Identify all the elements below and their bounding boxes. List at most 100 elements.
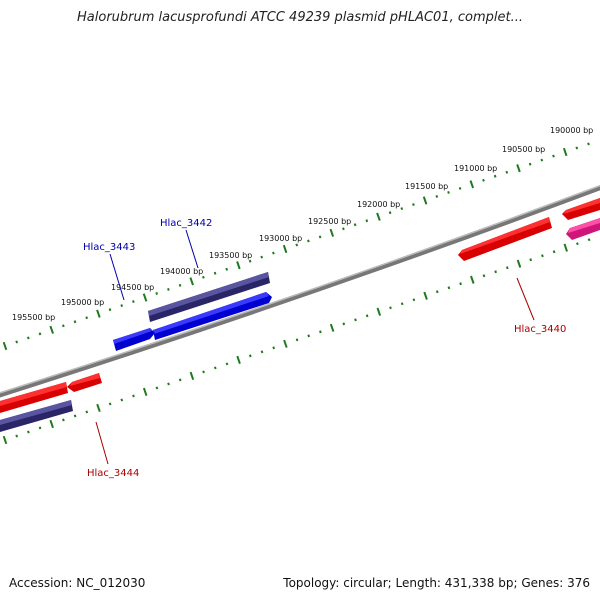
outer-tick-17 xyxy=(202,275,205,279)
inner-tick-17 xyxy=(202,370,205,374)
outer-tick-45 xyxy=(528,162,532,166)
inner-tick-10 xyxy=(120,398,124,402)
gene-hlac-3444-arrow[interactable] xyxy=(0,382,68,413)
outer-tick-11 xyxy=(132,300,135,304)
outer-tick-36 xyxy=(422,196,428,205)
inner-tick-2 xyxy=(27,430,30,434)
outer-tick-0 xyxy=(2,341,8,351)
outer-tick-19 xyxy=(225,267,229,271)
outer-tick-row xyxy=(2,142,590,351)
inner-tick-20 xyxy=(236,355,241,365)
outer-tick-1 xyxy=(15,340,19,344)
inner-tick-16 xyxy=(189,371,195,381)
gene-hlac-3442-arrow[interactable] xyxy=(148,272,270,322)
outer-tick-25 xyxy=(295,243,299,247)
inner-tick-3 xyxy=(38,426,42,430)
outer-tick-30 xyxy=(353,223,357,227)
inner-tick-30 xyxy=(354,318,357,322)
inner-tick-34 xyxy=(400,302,404,306)
outer-tick-24 xyxy=(282,244,288,254)
inner-tick-27 xyxy=(319,330,322,334)
outer-tick-41 xyxy=(482,178,485,182)
outer-tick-4 xyxy=(49,325,54,334)
inner-tick-32 xyxy=(376,307,382,316)
gene-forward-red-right[interactable] xyxy=(562,198,600,220)
inner-tick-23 xyxy=(272,346,276,350)
leader-hlac-3440 xyxy=(516,277,535,321)
leader-hlac-3443 xyxy=(109,253,125,301)
outer-tick-35 xyxy=(412,203,415,206)
inner-tick-38 xyxy=(447,286,451,290)
outer-tick-29 xyxy=(342,227,345,231)
outer-tick-50 xyxy=(587,142,590,146)
outer-tick-15 xyxy=(178,283,182,287)
outer-tick-37 xyxy=(435,194,439,198)
outer-tick-49 xyxy=(575,146,579,150)
inner-tick-25 xyxy=(295,338,299,342)
inner-tick-28 xyxy=(329,323,335,332)
outer-tick-21 xyxy=(248,259,252,263)
gene-label-hlac-3443[interactable]: Hlac_3443 xyxy=(83,242,135,253)
outer-tick-6 xyxy=(73,320,77,324)
inner-tick-36 xyxy=(423,291,428,300)
tick-label-190500: 190500 bp xyxy=(502,145,545,154)
inner-tick-8 xyxy=(96,403,101,413)
inner-tick-31 xyxy=(365,314,369,318)
inner-tick-4 xyxy=(49,419,54,429)
outer-tick-26 xyxy=(307,239,310,243)
outer-tick-22 xyxy=(260,255,264,259)
gene-forward-blue-large[interactable] xyxy=(153,292,272,340)
outer-tick-42 xyxy=(493,174,497,178)
outer-tick-27 xyxy=(318,235,322,239)
gene-label-hlac-3440[interactable]: Hlac_3440 xyxy=(514,324,566,335)
inner-tick-35 xyxy=(412,298,416,302)
inner-tick-19 xyxy=(225,362,229,366)
inner-tick-37 xyxy=(435,290,439,294)
tick-label-195500: 195500 bp xyxy=(12,313,55,322)
gene-hlac-3440-arrow[interactable] xyxy=(458,217,552,261)
outer-tick-32 xyxy=(376,212,381,221)
gene-label-hlac-3442[interactable]: Hlac_3442 xyxy=(160,218,212,229)
outer-tick-2 xyxy=(26,336,30,340)
outer-tick-43 xyxy=(505,170,509,174)
inner-tick-row xyxy=(2,238,591,445)
inner-tick-26 xyxy=(307,334,311,338)
inner-tick-12 xyxy=(142,387,148,397)
topology-summary: Topology: circular; Length: 431,338 bp; … xyxy=(283,576,590,590)
outer-tick-47 xyxy=(552,154,555,158)
inner-tick-14 xyxy=(167,382,170,386)
inner-tick-48 xyxy=(563,243,568,252)
outer-tick-8 xyxy=(96,309,101,318)
inner-tick-47 xyxy=(552,250,556,254)
inner-tick-9 xyxy=(108,402,112,406)
outer-tick-14 xyxy=(167,287,170,291)
outer-tick-7 xyxy=(85,316,89,320)
inner-tick-7 xyxy=(85,410,89,414)
inner-tick-50 xyxy=(587,238,591,242)
inner-tick-13 xyxy=(155,386,159,390)
inner-tick-18 xyxy=(213,366,217,370)
inner-tick-21 xyxy=(248,354,252,358)
inner-tick-49 xyxy=(576,242,579,246)
tick-label-195000: 195000 bp xyxy=(61,298,104,307)
gene-forward-magenta-right[interactable] xyxy=(566,218,600,240)
map-title: Halorubrum lacusprofundi ATCC 49239 plas… xyxy=(77,10,523,25)
tick-label-193000: 193000 bp xyxy=(259,234,302,243)
tick-label-192000: 192000 bp xyxy=(357,200,400,209)
inner-tick-42 xyxy=(494,270,497,274)
outer-tick-16 xyxy=(189,277,194,286)
inner-tick-43 xyxy=(505,266,509,270)
gene-reverse-red-small[interactable] xyxy=(67,373,102,392)
gene-label-hlac-3444[interactable]: Hlac_3444 xyxy=(87,468,139,479)
inner-tick-29 xyxy=(342,322,346,326)
accession-text: Accession: NC_012030 xyxy=(9,576,146,590)
inner-tick-1 xyxy=(15,434,19,438)
inner-tick-41 xyxy=(482,274,486,278)
gene-hlac-3443-arrow[interactable] xyxy=(113,328,155,351)
tick-label-194500: 194500 bp xyxy=(111,283,154,292)
inner-tick-24 xyxy=(283,339,288,348)
outer-tick-34 xyxy=(400,207,404,211)
gene-reverse-navy[interactable] xyxy=(0,400,73,432)
leader-hlac-3444 xyxy=(95,421,109,465)
